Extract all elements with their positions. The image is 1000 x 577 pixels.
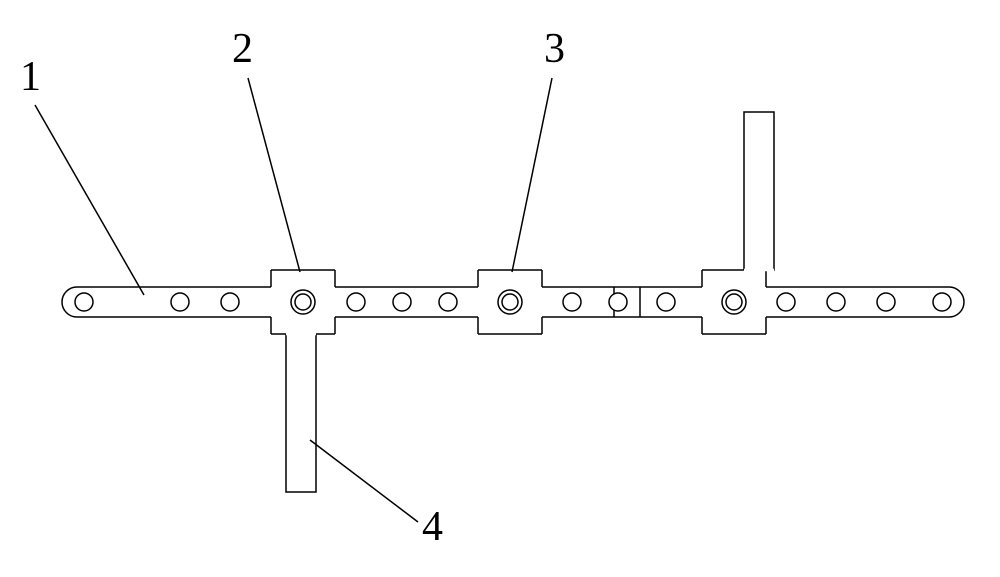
bar-hole-8 <box>609 293 627 311</box>
bar-hole-2 <box>171 293 189 311</box>
diagram-canvas: 1 2 3 4 <box>0 0 1000 577</box>
bar-hole-10 <box>777 293 795 311</box>
callout-1-label: 1 <box>20 54 41 100</box>
vertical-arm-1 <box>286 334 316 492</box>
bar-hole-12 <box>877 293 895 311</box>
bar-hole-3 <box>221 293 239 311</box>
callout-3-label: 3 <box>544 26 565 72</box>
vertical-arm-2 <box>744 112 774 270</box>
bar-hole-9 <box>657 293 675 311</box>
slider-block-3-pivot-inner <box>726 294 742 310</box>
bar-hole-1 <box>75 293 93 311</box>
bar-hole-13 <box>933 293 951 311</box>
bar-hole-6 <box>439 293 457 311</box>
callout-4-label: 4 <box>422 504 443 550</box>
bar-hole-5 <box>393 293 411 311</box>
bar-hole-4 <box>347 293 365 311</box>
slider-block-1-pivot-inner <box>295 294 311 310</box>
bar-hole-7 <box>563 293 581 311</box>
callout-2-label: 2 <box>232 26 253 72</box>
bar-hole-11 <box>827 293 845 311</box>
slider-block-2-pivot-inner <box>502 294 518 310</box>
